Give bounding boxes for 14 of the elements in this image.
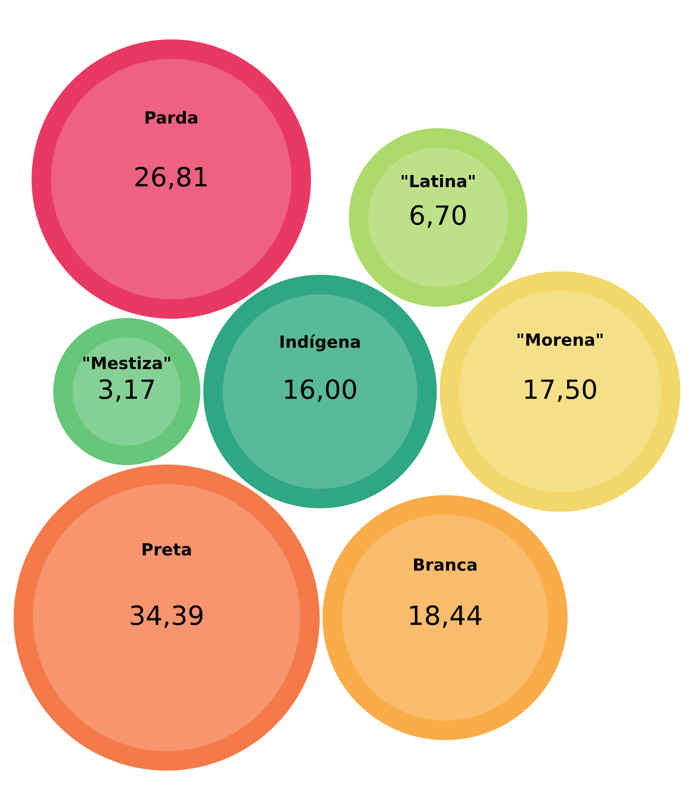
category-label: Parda <box>146 110 198 124</box>
data-label: 17,50 <box>525 379 596 402</box>
data-label: 18,44 <box>410 605 482 628</box>
category-label: "Morena" <box>518 334 602 346</box>
data-label: 26,81 <box>135 166 207 190</box>
category-label: "Mestiza" <box>83 356 170 370</box>
data-label: 3,17 <box>99 379 154 402</box>
category-label: Preta <box>142 543 191 556</box>
data-label: 34,39 <box>130 605 203 628</box>
data-label: 6,70 <box>410 205 466 228</box>
category-label: Indígena <box>280 334 360 352</box>
data-label: 16,00 <box>285 379 356 402</box>
category-label: Branca <box>414 558 476 571</box>
category-label: "Latina" <box>402 174 475 188</box>
